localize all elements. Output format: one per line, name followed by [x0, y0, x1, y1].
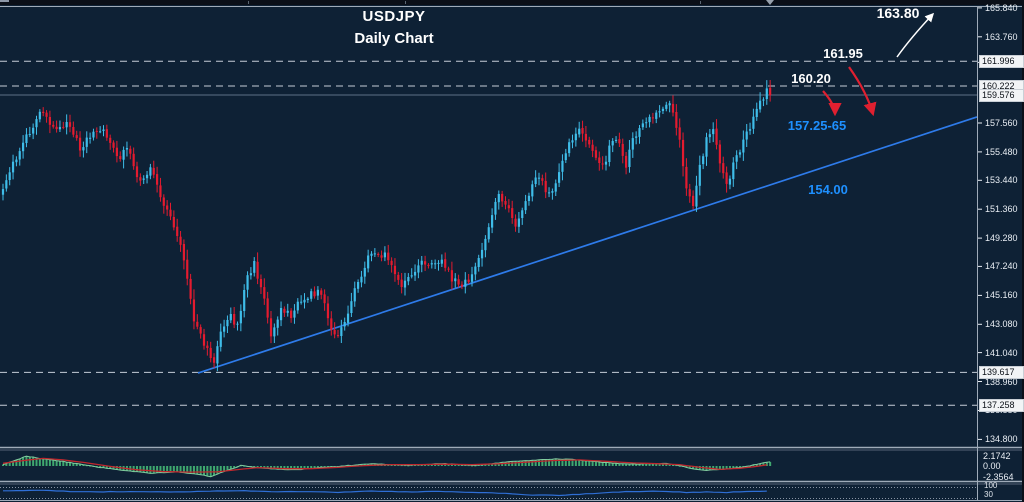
- annotation-resistance-160-20[interactable]: 160.20: [791, 71, 831, 86]
- annotation-target-163-80[interactable]: 163.80: [876, 5, 920, 21]
- price-tick-label: 138.960: [985, 376, 1018, 387]
- macd-histogram: [2, 455, 772, 478]
- macd-scale-label: 0.00: [983, 461, 1001, 471]
- macd-scale-label: -2.3564: [983, 471, 1014, 482]
- price-tick-label: 141.040: [985, 347, 1018, 358]
- price-tick-label: 149.280: [985, 233, 1018, 244]
- price-tick-label: 165.840: [985, 2, 1018, 13]
- annotation-zone-157-25-65[interactable]: 157.25-65: [787, 118, 847, 133]
- price-tick-label: 157.560: [985, 118, 1018, 128]
- price-tick-label: 143.080: [985, 319, 1018, 330]
- price-axis[interactable]: 165.840163.760161.920157.560155.480153.4…: [978, 0, 1024, 502]
- toolbar-separator: [248, 1, 249, 4]
- price-tick-label: 155.480: [985, 146, 1018, 157]
- candles-layer: [1, 80, 772, 372]
- window-top-edge: [0, 0, 1024, 5]
- rejection-down-arrow[interactable]: [848, 66, 877, 117]
- chart-title-block: USDJPY Daily Chart: [310, 8, 478, 47]
- oscillator-scale-label: 100: [984, 481, 998, 490]
- price-tick-label: 145.160: [985, 290, 1018, 301]
- price-level-box: 159.576: [979, 88, 1024, 102]
- dropdown-caret-icon: [766, 0, 774, 5]
- rejection-down-arrow[interactable]: [822, 90, 842, 117]
- projection-up-arrow[interactable]: [896, 12, 935, 58]
- price-level-box: 137.258: [979, 399, 1024, 413]
- price-tick-label: 151.360: [985, 204, 1018, 215]
- toolbar-remnant: [0, 0, 9, 2]
- price-level-box: 139.617: [979, 366, 1024, 380]
- oscillator-line: [3, 489, 767, 497]
- price-tick-label: 163.760: [985, 31, 1018, 42]
- ascending-trendline[interactable]: [197, 116, 978, 374]
- macd-signal-line: [2, 457, 767, 473]
- chart-timeframe-title: Daily Chart: [354, 30, 434, 47]
- price-tick-label: 153.440: [985, 175, 1018, 186]
- oscillator-scale-label: 30: [984, 490, 993, 500]
- macd-scale-label: 2.1742: [983, 451, 1011, 462]
- annotation-resistance-161-95[interactable]: 161.95: [823, 46, 863, 61]
- price-tick-label: 147.240: [985, 261, 1018, 272]
- annotation-trend-level-154-00[interactable]: 154.00: [808, 182, 848, 197]
- price-tick-label: 134.800: [985, 434, 1018, 445]
- chart-symbol-title: USDJPY: [362, 8, 426, 25]
- toolbar-separator: [405, 1, 406, 4]
- toolbar-separator: [700, 1, 701, 4]
- price-level-box: 161.996: [979, 55, 1024, 69]
